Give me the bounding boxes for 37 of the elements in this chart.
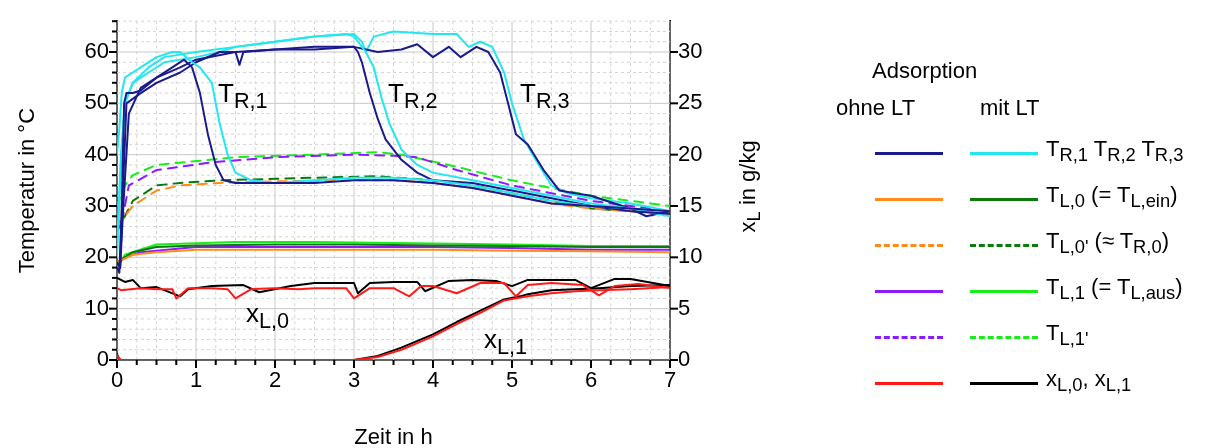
y-tick-label: 60 [84,38,109,64]
x-tick-label: 6 [584,367,598,393]
legend-label: T$_{L,1}$ (= T$_{L,aus}$) [1046,274,1183,305]
text: ohne LT [836,95,916,121]
annotation: T$_{R,2}$ [388,78,438,114]
y-tick-label: 30 [84,192,109,218]
legend-label: T$_{L,1'}$ [1046,320,1089,351]
annotation: x$_{L,1}$ [484,324,528,360]
y-tick-label: 10 [84,294,109,320]
legend-label: T$_{L,0}$ (= T$_{L,ein}$) [1046,182,1178,213]
text: mit LT [980,95,1040,121]
y2-tick-label: 25 [678,89,703,115]
y-axis-title: Temperatur in °C [14,107,39,274]
y2-tick-label: 10 [678,243,703,269]
legend-title: Adsorption [872,58,978,84]
annotation: T$_{R,3}$ [520,78,570,114]
legend-label: T$_{R,1}$ T$_{R,2}$ T$_{R,3}$ [1046,136,1184,167]
x-axis-title: Zeit in h [354,424,433,448]
y2-tick-label: 5 [678,294,691,320]
x-tick-label: 3 [347,367,361,393]
y-tick-label: 50 [84,89,109,115]
legend-label: x$_{L,0}$, x$_{L,1}$ [1046,366,1132,397]
y2-tick-label: 0 [678,346,691,372]
y-tick-label: 20 [84,243,109,269]
x-tick-label: 1 [189,367,203,393]
x-tick-label: 5 [505,367,519,393]
y2-tick-label: 15 [678,192,703,218]
y2-tick-label: 20 [678,140,703,166]
legend-label: T$_{L,0'}$ (≈ T$_{R,0}$) [1046,228,1169,259]
x-tick-label: 7 [663,367,677,393]
y-tick-label: 40 [84,140,109,166]
x-tick-label: 4 [426,367,440,393]
annotation: T$_{R,1}$ [218,78,268,114]
x-tick-label: 2 [268,367,282,393]
y2-tick-label: 30 [678,38,703,64]
annotation: x$_{L,0}$ [246,298,290,334]
y-tick-label: 0 [96,346,109,372]
